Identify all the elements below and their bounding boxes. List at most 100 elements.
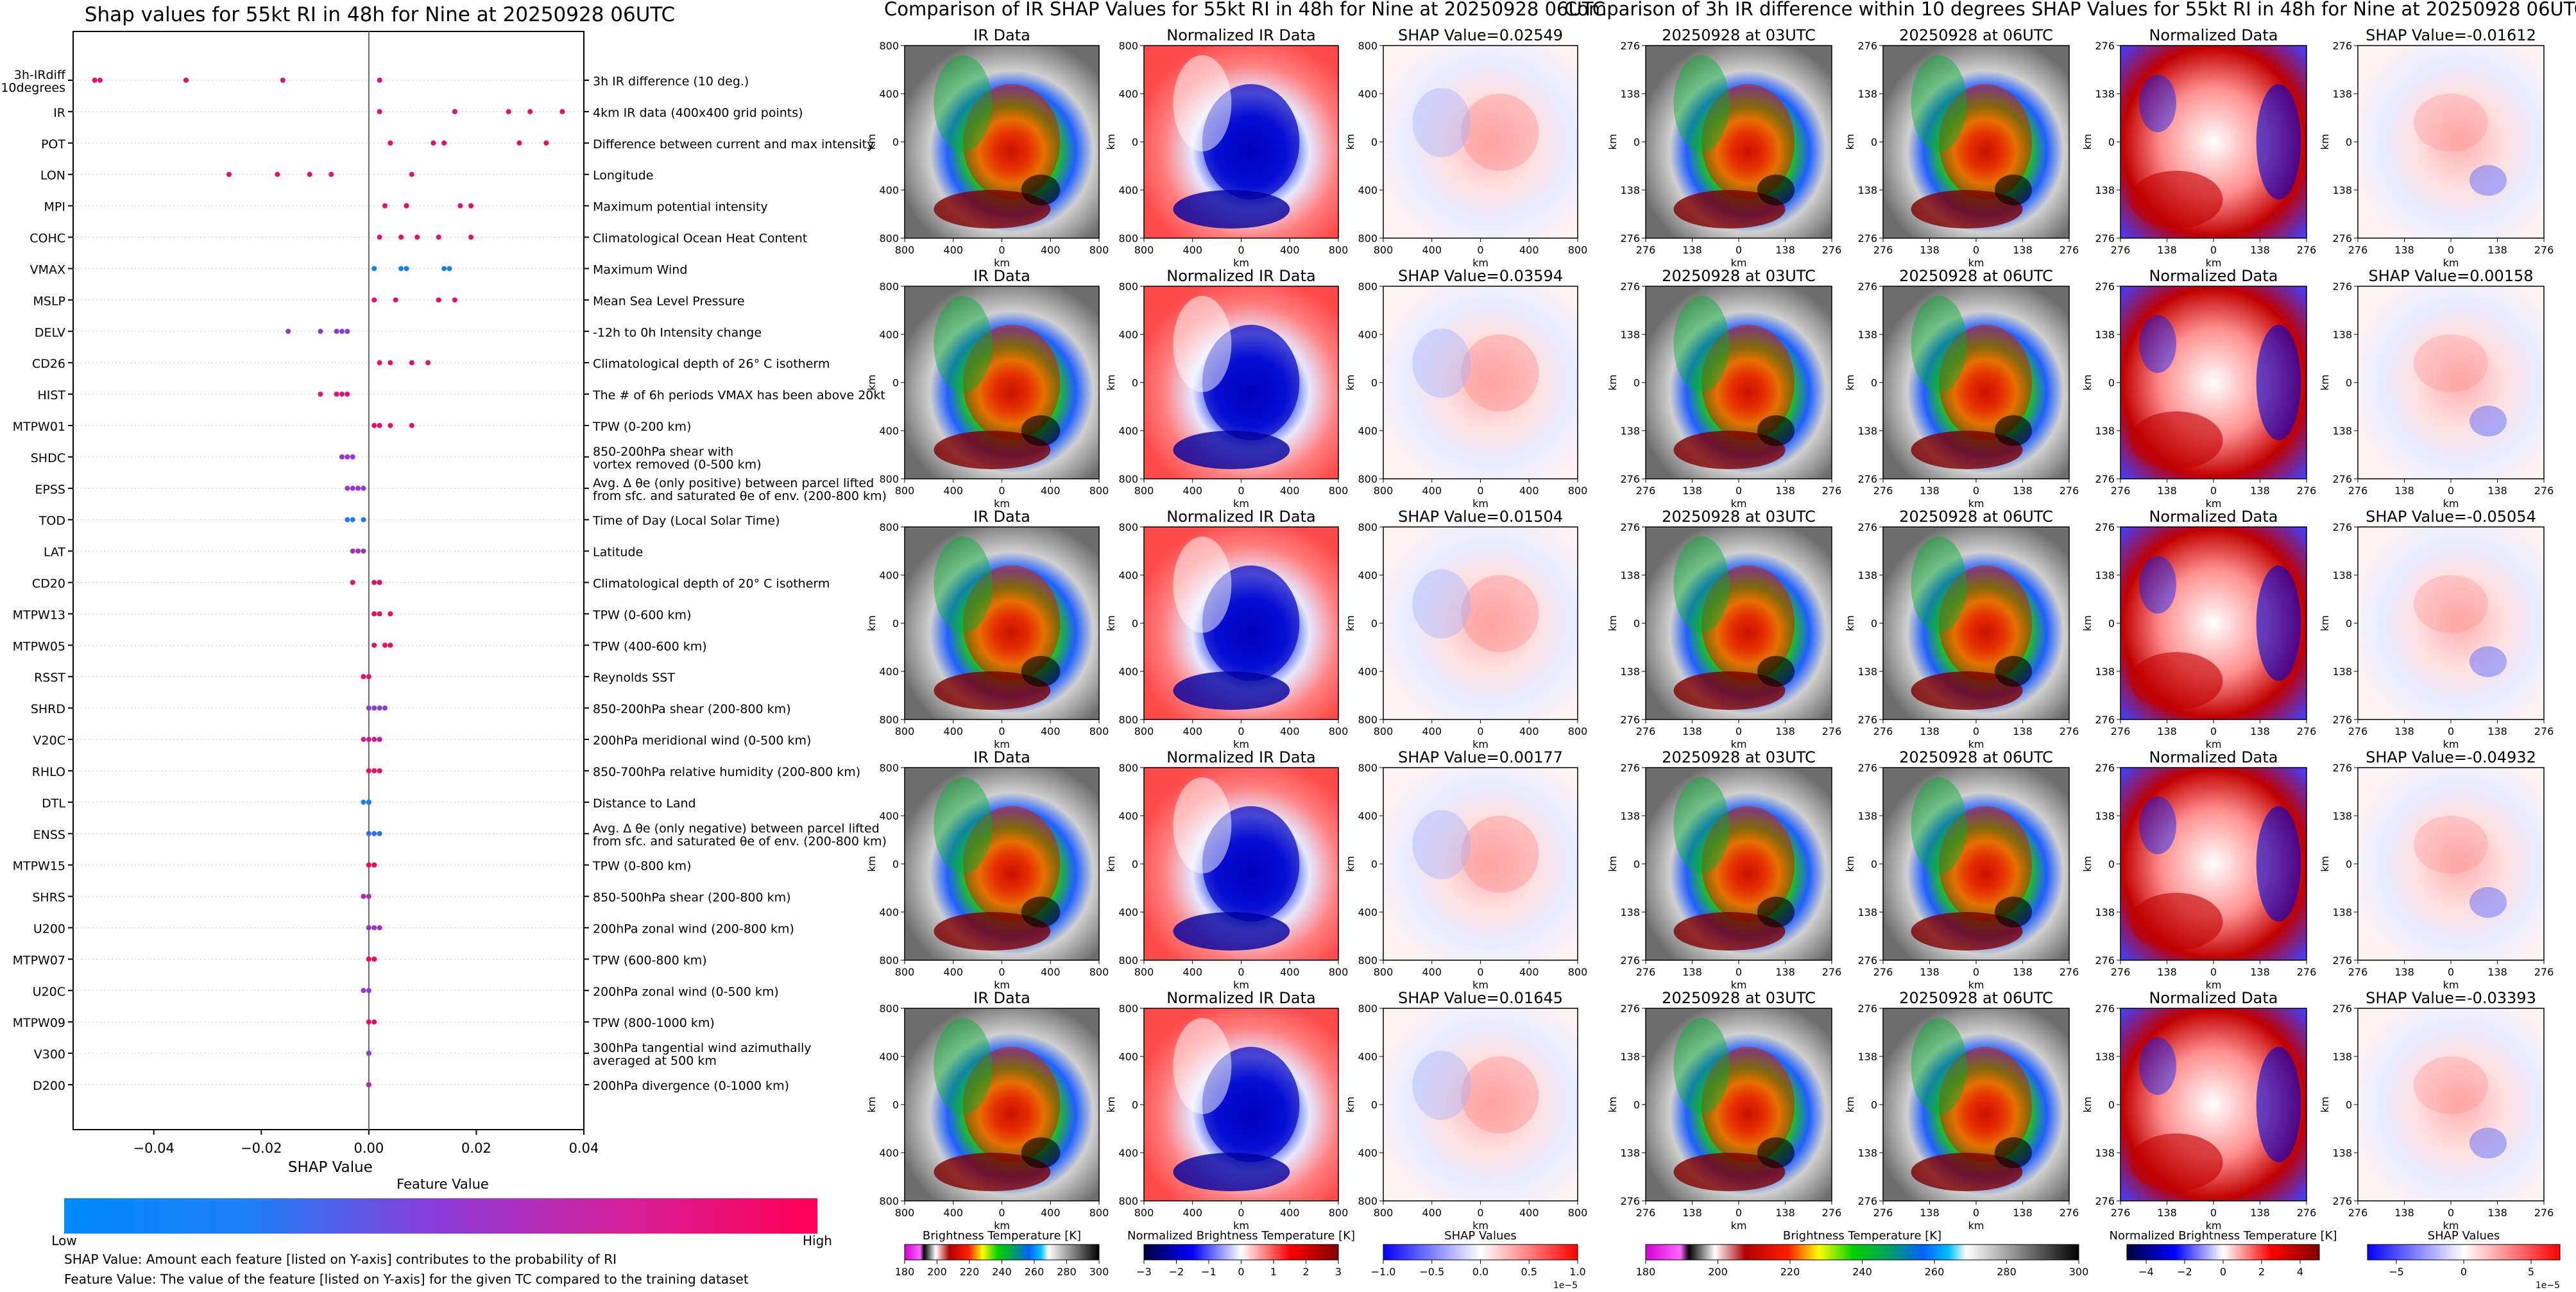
x-axis-label: km: [1233, 257, 1249, 269]
colorbar-tick-label: −5: [2389, 1266, 2404, 1278]
shap-point: [334, 392, 339, 397]
panel-feature: [2139, 1037, 2176, 1095]
shap-point: [366, 705, 371, 711]
shap-point: [366, 799, 371, 805]
x-tick-label: 276: [2297, 1207, 2317, 1219]
y-tick-label: 276: [1857, 954, 1877, 967]
x-tick-label: 0: [2210, 485, 2217, 497]
y-tick-label: 400: [879, 88, 899, 100]
y-tick-label: 138: [2095, 569, 2115, 581]
y-tick-label: 138: [1857, 329, 1877, 341]
shap-point: [436, 234, 441, 240]
x-tick-label: 0: [1238, 485, 1244, 497]
colorbar: [904, 1244, 1100, 1261]
y-tick-label: 800: [879, 954, 899, 967]
y-tick-label: 138: [2332, 329, 2352, 341]
y-tick-label: 800: [1358, 762, 1378, 774]
y-tick-label: 0: [1633, 858, 1640, 870]
x-tick-label: 400: [943, 485, 963, 497]
y-tick-label: 276: [1857, 1003, 1877, 1015]
feature-code-label: 3h-IRdiff 10degrees: [1, 68, 66, 95]
shap-point: [318, 329, 323, 334]
colorbar-tick-label: 0.5: [1521, 1266, 1537, 1278]
y-tick-label: 0: [1132, 377, 1138, 389]
y-tick-label: 138: [1857, 666, 1877, 678]
x-tick-label: 0: [1477, 725, 1483, 737]
x-tick-label: 276: [2111, 485, 2131, 497]
x-axis-label: km: [1472, 738, 1488, 750]
x-axis-label: km: [994, 257, 1010, 269]
panel-feature: [2256, 806, 2301, 922]
x-tick-label: 276: [2060, 1207, 2079, 1219]
y-tick-label: 138: [2095, 1051, 2115, 1063]
shap-point: [361, 988, 366, 994]
shap-point: [371, 642, 377, 648]
y-tick-label: 400: [879, 810, 899, 822]
feature-code-label: U20C: [33, 985, 65, 999]
y-tick-label: 138: [2332, 88, 2352, 100]
diff-shap-panel: [2357, 526, 2545, 720]
x-tick-label: 138: [2250, 1207, 2270, 1219]
y-tick-label: 800: [1358, 954, 1378, 967]
y-tick-label: 0: [1371, 1099, 1378, 1111]
feature-description-label: Climatological Ocean Heat Content: [593, 232, 807, 246]
panel-feature: [2414, 816, 2488, 874]
shap-point: [377, 108, 382, 114]
y-axis-label: km: [1844, 856, 1856, 872]
colorbar-tick-label: 300: [1089, 1266, 1109, 1278]
y-axis-label: km: [866, 1097, 878, 1113]
panel-feature: [2414, 334, 2488, 392]
x-tick-label: 400: [1041, 725, 1061, 737]
panel-feature: [2469, 646, 2507, 677]
y-tick-label: 800: [1118, 954, 1138, 967]
x-axis-label: km: [1233, 979, 1249, 991]
x-tick-label: 276: [2348, 725, 2368, 737]
x-tick-label: 800: [1089, 1207, 1109, 1219]
x-tick-label: 400: [943, 1207, 963, 1219]
y-tick-label: 400: [1358, 329, 1378, 341]
shap-point: [398, 266, 404, 271]
y-axis-label: km: [1607, 856, 1619, 872]
y-tick-label: 400: [1118, 425, 1138, 437]
colorbar-label: Brightness Temperature [K]: [923, 1229, 1081, 1243]
shap-point: [361, 893, 366, 899]
x-tick-label: 138: [2013, 244, 2033, 256]
panel-feature: [1757, 415, 1795, 446]
feature-code-label: D200: [33, 1079, 65, 1093]
y-tick-label: 0: [892, 136, 899, 148]
shap-panel: [1383, 767, 1578, 961]
y-tick-label: 0: [1871, 377, 1877, 389]
x-tick-label: 0: [1477, 966, 1483, 978]
panel-title: SHAP Value=0.01645: [1398, 989, 1563, 1007]
x-tick-label: 138: [2394, 244, 2414, 256]
panel-feature: [2414, 94, 2488, 151]
y-tick-label: 276: [2332, 1003, 2352, 1015]
y-tick-label: 138: [1620, 1147, 1640, 1159]
shap-point: [361, 485, 366, 491]
panel-feature: [1461, 334, 1539, 411]
x-tick-label: 400: [1422, 966, 1442, 978]
x-tick-label: 138: [1775, 966, 1795, 978]
y-tick-label: 800: [1118, 762, 1138, 774]
y-axis-label: km: [1105, 616, 1117, 632]
y-tick-label: 0: [1633, 617, 1640, 630]
y-tick-label: 400: [1118, 184, 1138, 196]
y-axis-label: km: [1607, 616, 1619, 632]
x-tick-label: 800: [1134, 725, 1154, 737]
shap-point: [366, 1019, 371, 1025]
x-tick-label: 276: [2534, 244, 2554, 256]
y-tick-label: 138: [1857, 425, 1877, 437]
y-tick-label: 400: [1118, 329, 1138, 341]
x-axis-label: km: [2443, 497, 2459, 510]
x-tick-label: 138: [2487, 485, 2507, 497]
shap-point: [425, 360, 431, 366]
x-tick-label: 276: [1873, 725, 1893, 737]
y-tick-label: 276: [1620, 1003, 1640, 1015]
colorbar-tick-label: −2: [1169, 1266, 1184, 1278]
x-tick-label: 800: [1134, 244, 1154, 256]
x-tick-label: 138: [1682, 485, 1702, 497]
y-tick-label: 0: [2346, 1099, 2352, 1111]
x-tick-label: 276: [1822, 966, 1842, 978]
feature-code-label: MTPW01: [13, 420, 65, 434]
shap-point: [506, 108, 511, 114]
